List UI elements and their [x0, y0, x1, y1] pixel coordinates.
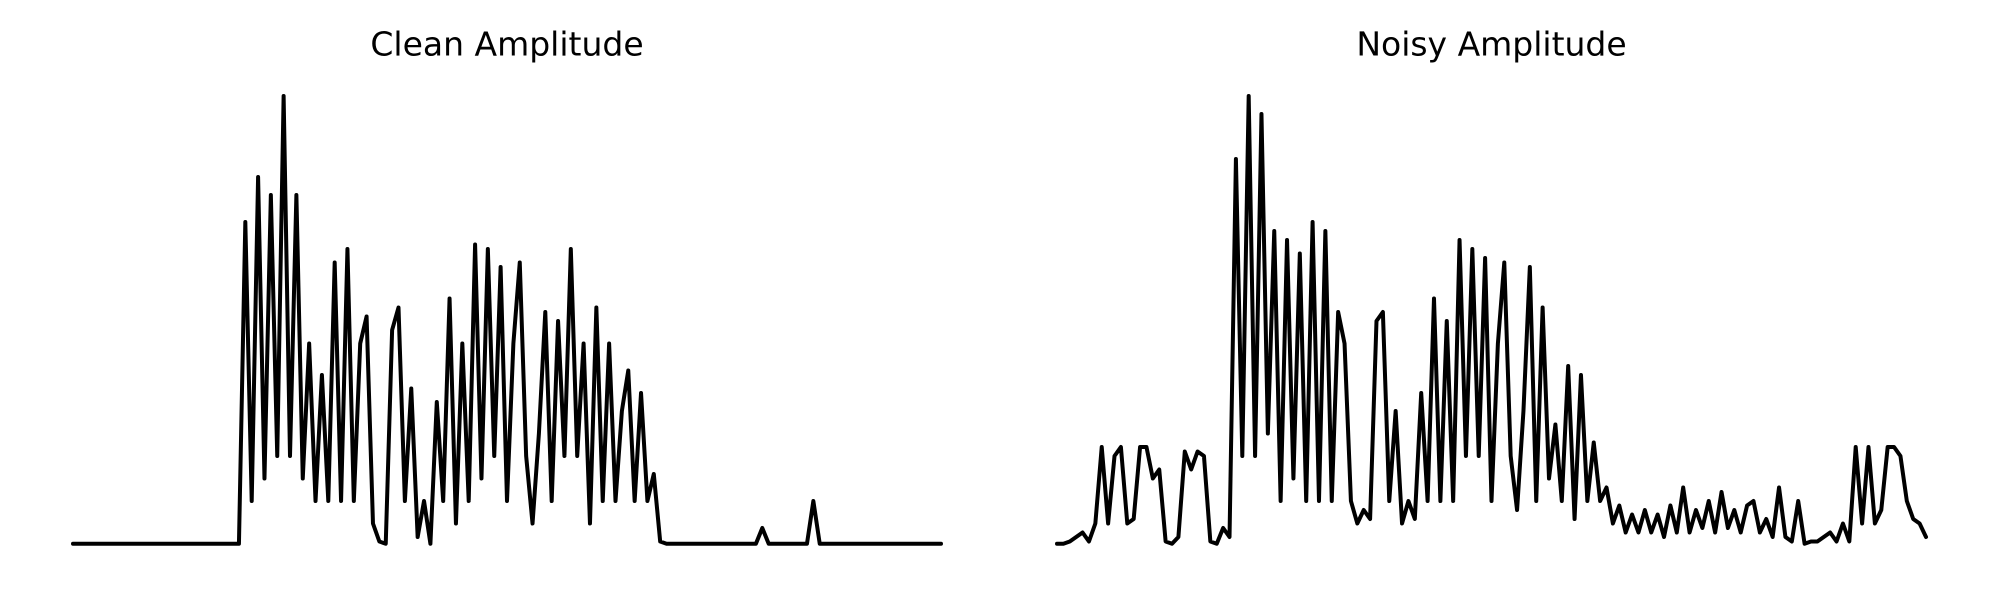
chart-title: Clean Amplitude [370, 25, 643, 64]
amplitude-line [1055, 94, 1928, 546]
chart-title: Noisy Amplitude [1356, 25, 1626, 64]
amplitude-line [71, 94, 943, 546]
